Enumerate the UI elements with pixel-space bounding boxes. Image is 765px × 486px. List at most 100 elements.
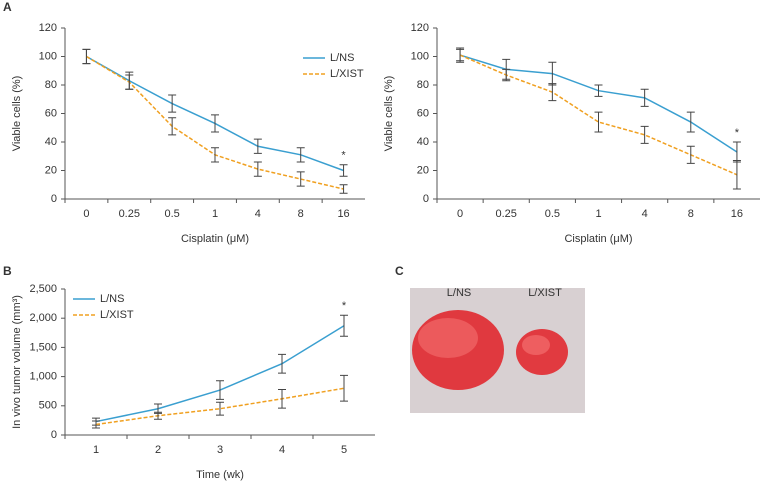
- error-bar-line: [154, 411, 162, 420]
- x-axis-label: Time (wk): [196, 469, 244, 481]
- error-bar: [211, 114, 219, 133]
- error-bar: [296, 147, 305, 163]
- error-bar: [296, 171, 305, 187]
- error-bar-line: [339, 164, 348, 177]
- error-bar: [594, 111, 603, 133]
- y-tick-label: 1,000: [29, 371, 57, 383]
- x-tick-label: 0.25: [119, 208, 140, 220]
- x-axis-label: Cisplatin (μM): [181, 233, 249, 245]
- y-tick-label: 2,500: [29, 283, 57, 295]
- photo: L/NS L/XIST: [410, 287, 585, 413]
- error-bar: [548, 83, 557, 102]
- panel-label: C: [395, 264, 404, 278]
- error-bar-line: [168, 94, 177, 113]
- legend-label: L/XIST: [330, 68, 364, 80]
- x-tick-label: 0.5: [164, 208, 179, 220]
- error-bar: [686, 111, 695, 133]
- tumor-highlight: [418, 318, 478, 358]
- annotation: *: [735, 127, 740, 139]
- x-tick-label: 1: [595, 208, 601, 220]
- y-tick-label: 60: [45, 107, 57, 119]
- y-axis-label: Viable cells (%): [11, 76, 23, 152]
- error-bar-line: [456, 48, 465, 62]
- error-bar: [340, 374, 348, 402]
- x-axis-label: Cisplatin (μM): [564, 233, 632, 245]
- photo-label: L/XIST: [528, 287, 562, 299]
- error-bar: [168, 117, 177, 136]
- x-tick-label: 0.5: [545, 208, 560, 220]
- y-axis-label: Viable cells (%): [383, 76, 395, 152]
- error-bar-line: [594, 111, 603, 133]
- x-tick-label: 1: [212, 208, 218, 220]
- error-bar-line: [82, 48, 91, 65]
- y-tick-label: 20: [45, 164, 57, 176]
- error-bar: [211, 147, 219, 163]
- error-bar: [686, 145, 695, 164]
- error-bar-line: [216, 380, 224, 400]
- x-tick-label: 4: [642, 208, 648, 220]
- panel-label: B: [3, 264, 12, 278]
- error-bar-line: [640, 125, 649, 144]
- error-bar-line: [253, 161, 262, 177]
- y-tick-label: 120: [39, 22, 57, 34]
- error-bar: [640, 125, 649, 144]
- error-bar-line: [548, 83, 557, 102]
- y-tick-label: 500: [39, 400, 57, 412]
- legend-label: L/NS: [100, 293, 124, 305]
- y-tick-label: 20: [417, 164, 429, 176]
- error-bar: [502, 68, 511, 82]
- error-bar-line: [168, 117, 177, 136]
- x-tick-label: 0: [83, 208, 89, 220]
- y-tick-label: 40: [45, 136, 57, 148]
- y-tick-label: 0: [423, 193, 429, 205]
- error-bar: [339, 164, 348, 177]
- x-tick-label: 0.25: [496, 208, 517, 220]
- error-bar-line: [340, 314, 348, 337]
- annotation: *: [342, 300, 347, 312]
- y-tick-label: 100: [39, 50, 57, 62]
- annotation: *: [341, 150, 346, 162]
- y-tick-label: 1,500: [29, 341, 57, 353]
- y-tick-label: 40: [417, 136, 429, 148]
- error-bar: [82, 48, 91, 65]
- error-bar-line: [216, 401, 224, 416]
- error-bar: [340, 314, 348, 337]
- error-bar-line: [296, 171, 305, 187]
- error-bar-line: [594, 84, 603, 97]
- x-tick-label: 16: [337, 208, 349, 220]
- error-bar-line: [278, 353, 286, 374]
- x-tick-label: 5: [341, 444, 347, 456]
- error-bar: [594, 84, 603, 97]
- x-tick-label: 16: [731, 208, 743, 220]
- error-bar-line: [339, 184, 348, 194]
- x-tick-label: 3: [217, 444, 223, 456]
- error-bar-line: [211, 114, 219, 133]
- error-bar: [640, 88, 649, 107]
- error-bar-line: [502, 68, 511, 82]
- error-bar: [216, 401, 224, 416]
- error-bar-line: [211, 147, 219, 163]
- error-bar: [216, 380, 224, 400]
- error-bar: [278, 388, 286, 409]
- error-bar: [339, 184, 348, 194]
- legend-label: L/XIST: [100, 309, 134, 321]
- error-bar: [278, 353, 286, 374]
- x-tick-label: 4: [279, 444, 285, 456]
- x-tick-label: 1: [93, 444, 99, 456]
- error-bar-line: [732, 141, 741, 163]
- y-tick-label: 0: [51, 193, 57, 205]
- tumor-highlight: [522, 335, 550, 355]
- x-tick-label: 8: [688, 208, 694, 220]
- error-bar-line: [732, 160, 741, 190]
- error-bar: [732, 141, 741, 163]
- error-bar-line: [340, 374, 348, 402]
- error-bar-line: [640, 88, 649, 107]
- y-axis-label: In vivo tumor volume (mm³): [11, 295, 23, 429]
- x-tick-label: 2: [155, 444, 161, 456]
- error-bar-line: [686, 145, 695, 164]
- y-tick-label: 120: [411, 22, 429, 34]
- y-tick-label: 0: [51, 429, 57, 441]
- x-tick-label: 4: [255, 208, 261, 220]
- y-tick-label: 100: [411, 50, 429, 62]
